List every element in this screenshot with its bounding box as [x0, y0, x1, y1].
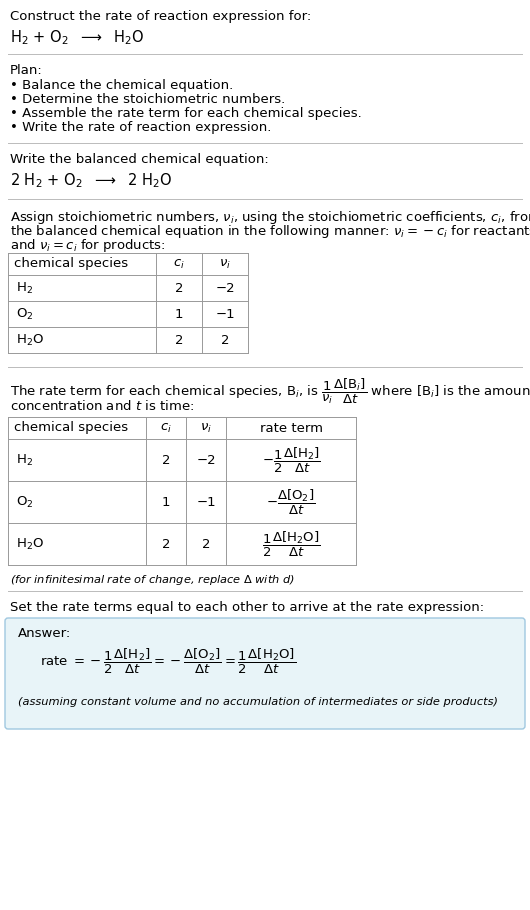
Text: concentration and $t$ is time:: concentration and $t$ is time:	[10, 399, 194, 413]
Text: • Write the rate of reaction expression.: • Write the rate of reaction expression.	[10, 121, 271, 134]
Text: The rate term for each chemical species, B$_i$, is $\dfrac{1}{\nu_i}\dfrac{\Delt: The rate term for each chemical species,…	[10, 377, 530, 407]
Text: $c_i$: $c_i$	[173, 258, 185, 270]
Text: −2: −2	[215, 281, 235, 295]
Text: $-\dfrac{1}{2}\dfrac{\Delta[\mathrm{H_2}]}{\Delta t}$: $-\dfrac{1}{2}\dfrac{\Delta[\mathrm{H_2}…	[261, 445, 321, 475]
Text: $\nu_i$: $\nu_i$	[219, 258, 231, 270]
Text: • Assemble the rate term for each chemical species.: • Assemble the rate term for each chemic…	[10, 107, 362, 120]
Text: −1: −1	[215, 308, 235, 320]
Text: 2 H$_2$ + O$_2$  $\longrightarrow$  2 H$_2$O: 2 H$_2$ + O$_2$ $\longrightarrow$ 2 H$_2…	[10, 171, 172, 189]
Text: Plan:: Plan:	[10, 64, 43, 77]
Text: (for infinitesimal rate of change, replace $\Delta$ with $d$): (for infinitesimal rate of change, repla…	[10, 573, 295, 587]
Text: H$_2$ + O$_2$  $\longrightarrow$  H$_2$O: H$_2$ + O$_2$ $\longrightarrow$ H$_2$O	[10, 28, 145, 46]
Text: H$_2$: H$_2$	[16, 280, 33, 296]
Text: the balanced chemical equation in the following manner: $\nu_i = -c_i$ for react: the balanced chemical equation in the fo…	[10, 223, 530, 240]
Text: O$_2$: O$_2$	[16, 494, 33, 510]
Text: 2: 2	[175, 333, 183, 347]
Text: Set the rate terms equal to each other to arrive at the rate expression:: Set the rate terms equal to each other t…	[10, 601, 484, 614]
Text: H$_2$O: H$_2$O	[16, 332, 44, 348]
Text: rate term: rate term	[260, 421, 322, 434]
Text: 1: 1	[162, 496, 170, 509]
Text: −2: −2	[196, 453, 216, 467]
Text: Write the balanced chemical equation:: Write the balanced chemical equation:	[10, 153, 269, 166]
Text: Construct the rate of reaction expression for:: Construct the rate of reaction expressio…	[10, 10, 311, 23]
Text: • Balance the chemical equation.: • Balance the chemical equation.	[10, 79, 233, 92]
Text: O$_2$: O$_2$	[16, 307, 33, 321]
Text: 2: 2	[162, 453, 170, 467]
Text: 1: 1	[175, 308, 183, 320]
Text: H$_2$: H$_2$	[16, 452, 33, 468]
Text: $-\dfrac{\Delta[\mathrm{O_2}]}{\Delta t}$: $-\dfrac{\Delta[\mathrm{O_2}]}{\Delta t}…	[267, 488, 316, 517]
Text: chemical species: chemical species	[14, 258, 128, 270]
Text: 2: 2	[202, 538, 210, 551]
Text: Answer:: Answer:	[18, 627, 71, 640]
Text: $c_i$: $c_i$	[160, 421, 172, 435]
Text: −1: −1	[196, 496, 216, 509]
Text: (assuming constant volume and no accumulation of intermediates or side products): (assuming constant volume and no accumul…	[18, 697, 498, 707]
Text: 2: 2	[175, 281, 183, 295]
Text: $\nu_i$: $\nu_i$	[200, 421, 212, 435]
Text: Assign stoichiometric numbers, $\nu_i$, using the stoichiometric coefficients, $: Assign stoichiometric numbers, $\nu_i$, …	[10, 209, 530, 226]
FancyBboxPatch shape	[5, 618, 525, 729]
Text: chemical species: chemical species	[14, 421, 128, 434]
Text: $\dfrac{1}{2}\dfrac{\Delta[\mathrm{H_2O}]}{\Delta t}$: $\dfrac{1}{2}\dfrac{\Delta[\mathrm{H_2O}…	[262, 530, 320, 559]
Text: 2: 2	[221, 333, 229, 347]
Text: • Determine the stoichiometric numbers.: • Determine the stoichiometric numbers.	[10, 93, 285, 106]
Text: and $\nu_i = c_i$ for products:: and $\nu_i = c_i$ for products:	[10, 237, 165, 254]
Text: rate $= -\dfrac{1}{2}\dfrac{\Delta[\mathrm{H_2}]}{\Delta t} = -\dfrac{\Delta[\ma: rate $= -\dfrac{1}{2}\dfrac{\Delta[\math…	[40, 647, 296, 676]
Text: 2: 2	[162, 538, 170, 551]
Text: H$_2$O: H$_2$O	[16, 537, 44, 551]
